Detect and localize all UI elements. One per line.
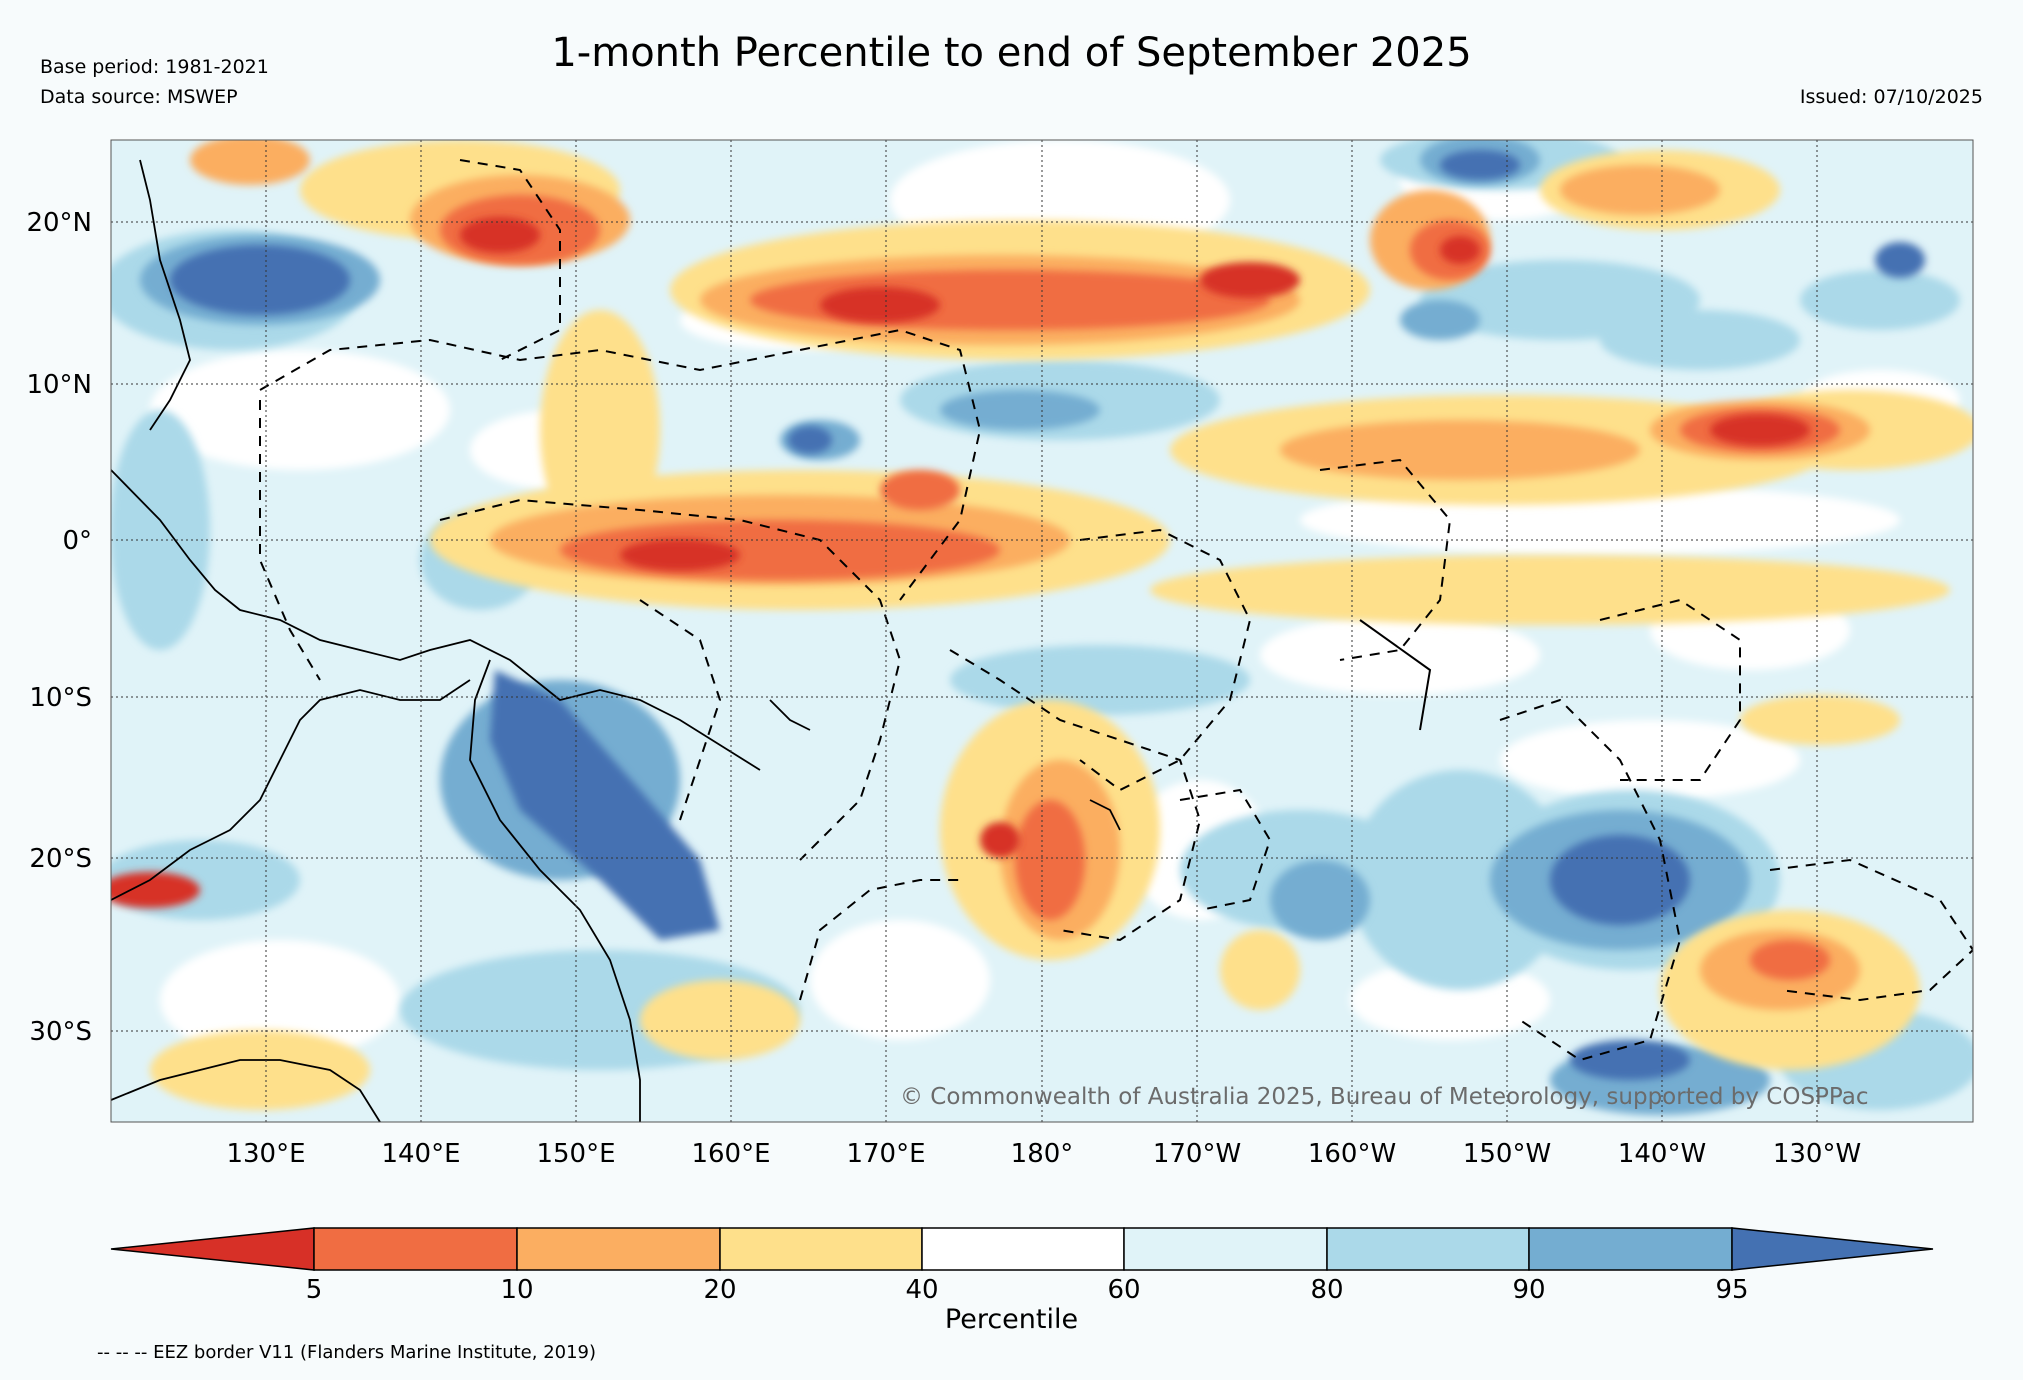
eez-solid-border bbox=[1359, 619, 1432, 731]
lon-label: 160°W bbox=[1308, 1139, 1396, 1169]
map-title: 1-month Percentile to end of September 2… bbox=[551, 30, 1472, 76]
colorbar-swatch-80-90 bbox=[1326, 1227, 1530, 1271]
copyright-text: © Commonwealth of Australia 2025, Bureau… bbox=[900, 1084, 1869, 1110]
lon-label: 170°W bbox=[1153, 1139, 1241, 1169]
lon-label: 150°E bbox=[536, 1139, 615, 1169]
lat-label: 20°S bbox=[29, 844, 92, 874]
colorbar-ticks: 5 10 20 40 60 80 90 95 bbox=[306, 1275, 1749, 1305]
colorbar-tick: 90 bbox=[1512, 1275, 1545, 1305]
colorbar-swatch-60-80 bbox=[1123, 1227, 1328, 1271]
colorbar-swatch-20-40 bbox=[719, 1227, 923, 1271]
lon-label: 140°E bbox=[381, 1139, 460, 1169]
colorbar-tick: 40 bbox=[905, 1275, 938, 1305]
lon-label: 130°E bbox=[226, 1139, 305, 1169]
colorbar-tick: 80 bbox=[1310, 1275, 1343, 1305]
map-frame bbox=[110, 139, 1974, 1123]
lat-labels: 20°N 10°N 0° 10°S 20°S 30°S bbox=[26, 208, 92, 1047]
base-period-label: Base period: 1981-2021 bbox=[40, 56, 269, 78]
issued-date-label: Issued: 07/10/2025 bbox=[1799, 86, 1983, 108]
map-field bbox=[111, 140, 1973, 1122]
band-gt-95 bbox=[170, 150, 1925, 1080]
lat-label: 0° bbox=[62, 526, 92, 556]
colorbar-swatch-gt95 bbox=[1731, 1227, 1934, 1271]
lat-label: 30°S bbox=[29, 1017, 92, 1047]
colorbar-tick: 10 bbox=[500, 1275, 533, 1305]
lon-label: 170°E bbox=[846, 1139, 925, 1169]
colorbar-label: Percentile bbox=[944, 1304, 1079, 1335]
lon-label: 130°W bbox=[1773, 1139, 1861, 1169]
eez-borders bbox=[259, 159, 1973, 1062]
lat-label: 20°N bbox=[26, 208, 92, 238]
colorbar-tick: 5 bbox=[306, 1275, 323, 1305]
data-source-label: Data source: MSWEP bbox=[40, 86, 238, 108]
lon-label: 150°W bbox=[1463, 1139, 1551, 1169]
colorbar-swatch-40-60 bbox=[921, 1227, 1125, 1271]
lat-label: 10°N bbox=[26, 370, 92, 400]
colorbar-swatch-lt5 bbox=[110, 1227, 315, 1271]
eez-legend-note: -- -- -- EEZ border V11 (Flanders Marine… bbox=[97, 1342, 597, 1363]
lat-label: 10°S bbox=[29, 683, 92, 713]
lon-label: 140°W bbox=[1618, 1139, 1706, 1169]
colorbar-tick: 95 bbox=[1715, 1275, 1748, 1305]
graticule bbox=[111, 140, 1973, 1122]
coastlines bbox=[111, 159, 1121, 1122]
colorbar-swatch-5-10 bbox=[313, 1227, 518, 1271]
lon-label: 160°E bbox=[691, 1139, 770, 1169]
lon-labels: 130°E 140°E 150°E 160°E 170°E 180° 170°W… bbox=[226, 1139, 1861, 1169]
colorbar-tick: 60 bbox=[1107, 1275, 1140, 1305]
colorbar-swatch-90-95 bbox=[1528, 1227, 1733, 1271]
lon-label: 180° bbox=[1011, 1139, 1074, 1169]
colorbar bbox=[110, 1227, 1934, 1271]
colorbar-tick: 20 bbox=[703, 1275, 736, 1305]
colorbar-swatch-10-20 bbox=[516, 1227, 721, 1271]
band-lt-5 bbox=[111, 217, 1810, 908]
